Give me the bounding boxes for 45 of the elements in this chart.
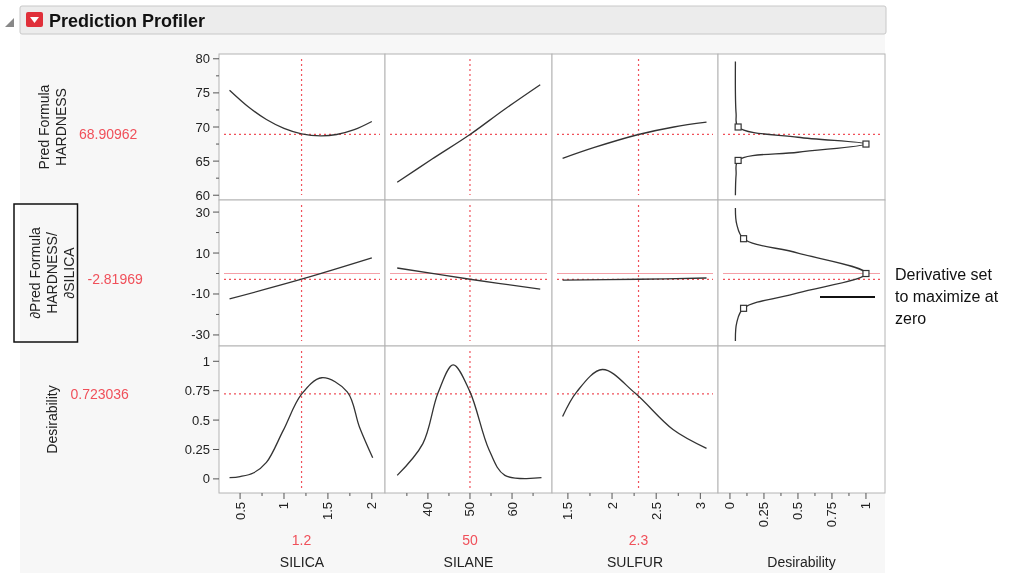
x-tick-label: 50: [462, 502, 478, 517]
x-tick-label: 1.5: [320, 502, 336, 521]
y-tick-label: 0.5: [191, 412, 210, 428]
y-axis-title: Desirability: [44, 385, 60, 454]
x-tick-label: 1: [858, 502, 874, 510]
x-axis-title: SILANE: [443, 554, 494, 570]
y-tick-label: 1: [202, 353, 210, 369]
y-tick-label: 65: [195, 153, 210, 169]
ref-line-label: 1.2: [291, 532, 312, 548]
y-axis-title: Pred Formula HARDNESS: [35, 84, 69, 170]
x-tick-label: 1.5: [560, 502, 576, 521]
x-tick-label: 40: [420, 502, 436, 517]
ref-line-label: 50: [462, 532, 478, 548]
x-axis-title: SULFUR: [606, 554, 664, 570]
y-axis-title: ∂Pred Formula HARDNESS/∂SILICA: [27, 226, 77, 319]
x-tick-label: 2.5: [648, 502, 664, 521]
y-tick-label: 0.75: [184, 383, 210, 399]
text: Derivative set to maximize at zero: [895, 266, 999, 327]
x-tick-label: 0: [722, 502, 738, 510]
y-tick-label: 60: [195, 187, 210, 203]
y-tick-label: 30: [195, 204, 210, 220]
y-tick-label: -10: [191, 286, 210, 302]
x-axis-title: SILICA: [279, 554, 325, 570]
x-axis-title: Desirability: [767, 554, 836, 570]
y-tick-label: 75: [195, 85, 210, 101]
chart-title: Prediction Profiler: [49, 11, 206, 31]
y-tick-label: 0.25: [184, 441, 210, 457]
x-tick-label: 0.5: [790, 502, 806, 521]
x-tick-label: 1: [276, 502, 292, 510]
y-tick-label: 10: [195, 245, 210, 261]
y-tick-label: -30: [191, 327, 210, 343]
ref-line-label: 0.723036: [70, 385, 130, 402]
x-tick-label: 0.5: [232, 502, 248, 521]
ref-line-label: 2.3: [628, 532, 649, 548]
x-tick-label: 0.75: [824, 502, 840, 528]
ref-line-label: 68.90962: [79, 126, 138, 143]
x-tick-label: 0.25: [756, 502, 772, 528]
x-tick-label: 3: [692, 502, 708, 510]
y-tick-label: 70: [195, 119, 210, 135]
x-tick-label: 2: [604, 502, 620, 510]
x-tick-label: 2: [364, 502, 380, 510]
ref-line-label: -2.81969: [87, 271, 143, 288]
y-tick-label: 0: [202, 471, 210, 487]
x-tick-label: 60: [504, 502, 520, 517]
y-tick-label: 80: [195, 51, 210, 67]
